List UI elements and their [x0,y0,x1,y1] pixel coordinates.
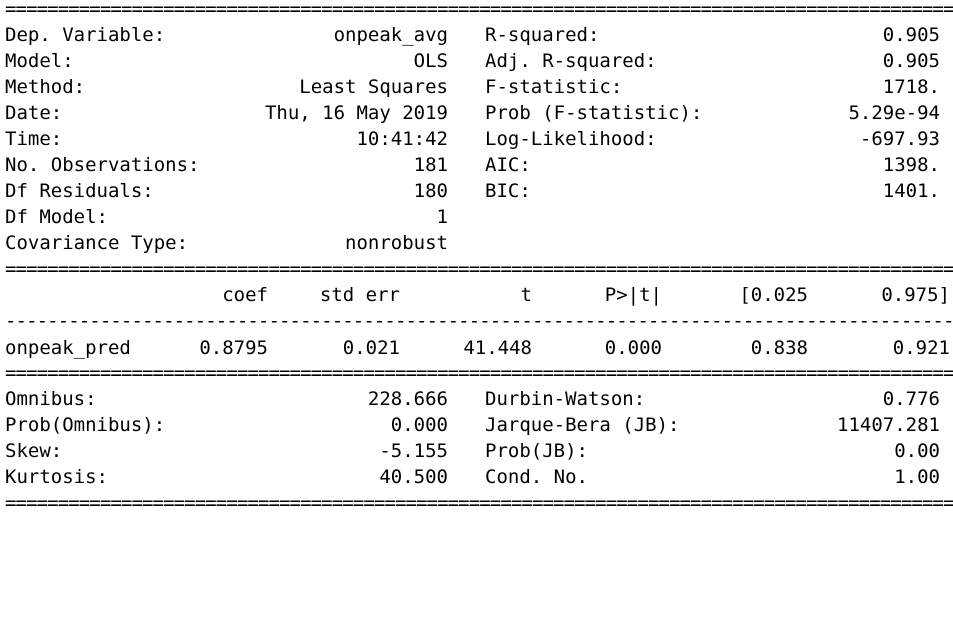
diag-label: Prob(Omnibus): [5,414,166,436]
info-label: Df Residuals: [5,180,154,202]
diag-value: 0.000 [390,414,448,436]
separator-after-coef-header [5,315,953,327]
diag-label: Cond. No. [485,466,588,488]
info-value: onpeak_avg [333,24,448,46]
variable-name: onpeak_pred [5,337,131,359]
model-info-row: Method: Least Squares F-statistic: 1718. [0,74,953,100]
separator-bottom [5,497,953,509]
p-value: 0.000 [604,337,662,359]
model-info-row: Time: 10:41:42 Log-Likelihood: -697.93 [0,126,953,152]
coef-header: coef [222,284,268,306]
diag-label: Skew: [5,440,63,462]
stat-value: 1401. [882,180,940,202]
stat-label: AIC: [485,154,531,176]
separator-after-coef-rows [5,367,953,379]
model-info-row: No. Observations: 181 AIC: 1398. [0,152,953,178]
std-err-value: 0.021 [342,337,400,359]
ci-lower-header: [0.025 [739,284,808,306]
diag-label: Kurtosis: [5,466,108,488]
coef-header-row: coef std err t P>|t| [0.025 0.975] [0,282,953,308]
diag-value: 0.776 [882,388,940,410]
info-label: Covariance Type: [5,232,189,254]
stat-label: BIC: [485,180,531,202]
separator-after-model-info [5,263,953,275]
info-label: Method: [5,76,86,98]
stat-label: Adj. R-squared: [485,50,657,72]
diagnostics-row: Prob(Omnibus): 0.000 Jarque-Bera (JB): 1… [0,412,953,438]
model-info-row: Model: OLS Adj. R-squared: 0.905 [0,48,953,74]
model-info-row: Df Residuals: 180 BIC: 1401. [0,178,953,204]
std-err-header: std err [319,284,400,306]
stat-value: 1398. [882,154,940,176]
info-label: No. Observations: [5,154,200,176]
diag-value: -5.155 [379,440,448,462]
diagnostics-row: Skew: -5.155 Prob(JB): 0.00 [0,438,953,464]
info-label: Dep. Variable: [5,24,166,46]
stat-value: 5.29e-94 [848,102,940,124]
stat-label: Log-Likelihood: [485,128,657,150]
stat-label: F-statistic: [485,76,623,98]
diag-value: 40.500 [379,466,448,488]
separator-top [5,3,953,15]
stat-value: 0.905 [882,50,940,72]
diag-label: Durbin-Watson: [485,388,646,410]
info-value: 180 [413,180,448,202]
model-info-row: Dep. Variable: onpeak_avg R-squared: 0.9… [0,22,953,48]
diagnostics-row: Omnibus: 228.666 Durbin-Watson: 0.776 [0,386,953,412]
stat-label: Prob (F-statistic): [485,102,703,124]
info-label: Time: [5,128,63,150]
info-value: nonrobust [345,232,448,254]
model-info-row: Date: Thu, 16 May 2019 Prob (F-statistic… [0,100,953,126]
diag-value: 1.00 [894,466,940,488]
ci-lower-value: 0.838 [750,337,808,359]
info-label: Date: [5,102,63,124]
stat-value: 1718. [882,76,940,98]
ci-upper-value: 0.921 [892,337,950,359]
stat-value: 0.905 [882,24,940,46]
model-info-row: Df Model: 1 [0,204,953,230]
coef-row: onpeak_pred 0.8795 0.021 41.448 0.000 0.… [0,335,953,361]
stat-value: -697.93 [859,128,940,150]
diag-value: 11407.281 [837,414,940,436]
diagnostics-row: Kurtosis: 40.500 Cond. No. 1.00 [0,464,953,490]
model-info-row: Covariance Type: nonrobust [0,230,953,256]
info-label: Df Model: [5,206,108,228]
diag-label: Omnibus: [5,388,97,410]
t-value: 41.448 [463,337,532,359]
info-value: 181 [413,154,448,176]
diag-label: Prob(JB): [485,440,588,462]
diag-value: 228.666 [367,388,448,410]
info-label: Model: [5,50,74,72]
diag-label: Jarque-Bera (JB): [485,414,680,436]
info-value: OLS [413,50,448,72]
coef-value: 0.8795 [199,337,268,359]
ci-upper-header: 0.975] [881,284,950,306]
info-value: 1 [436,206,448,228]
info-value: Least Squares [299,76,448,98]
info-value: 10:41:42 [356,128,448,150]
p-value-header: P>|t| [604,284,662,306]
t-header: t [520,284,532,306]
info-value: Thu, 16 May 2019 [264,102,448,124]
stat-label: R-squared: [485,24,600,46]
diag-value: 0.00 [894,440,940,462]
